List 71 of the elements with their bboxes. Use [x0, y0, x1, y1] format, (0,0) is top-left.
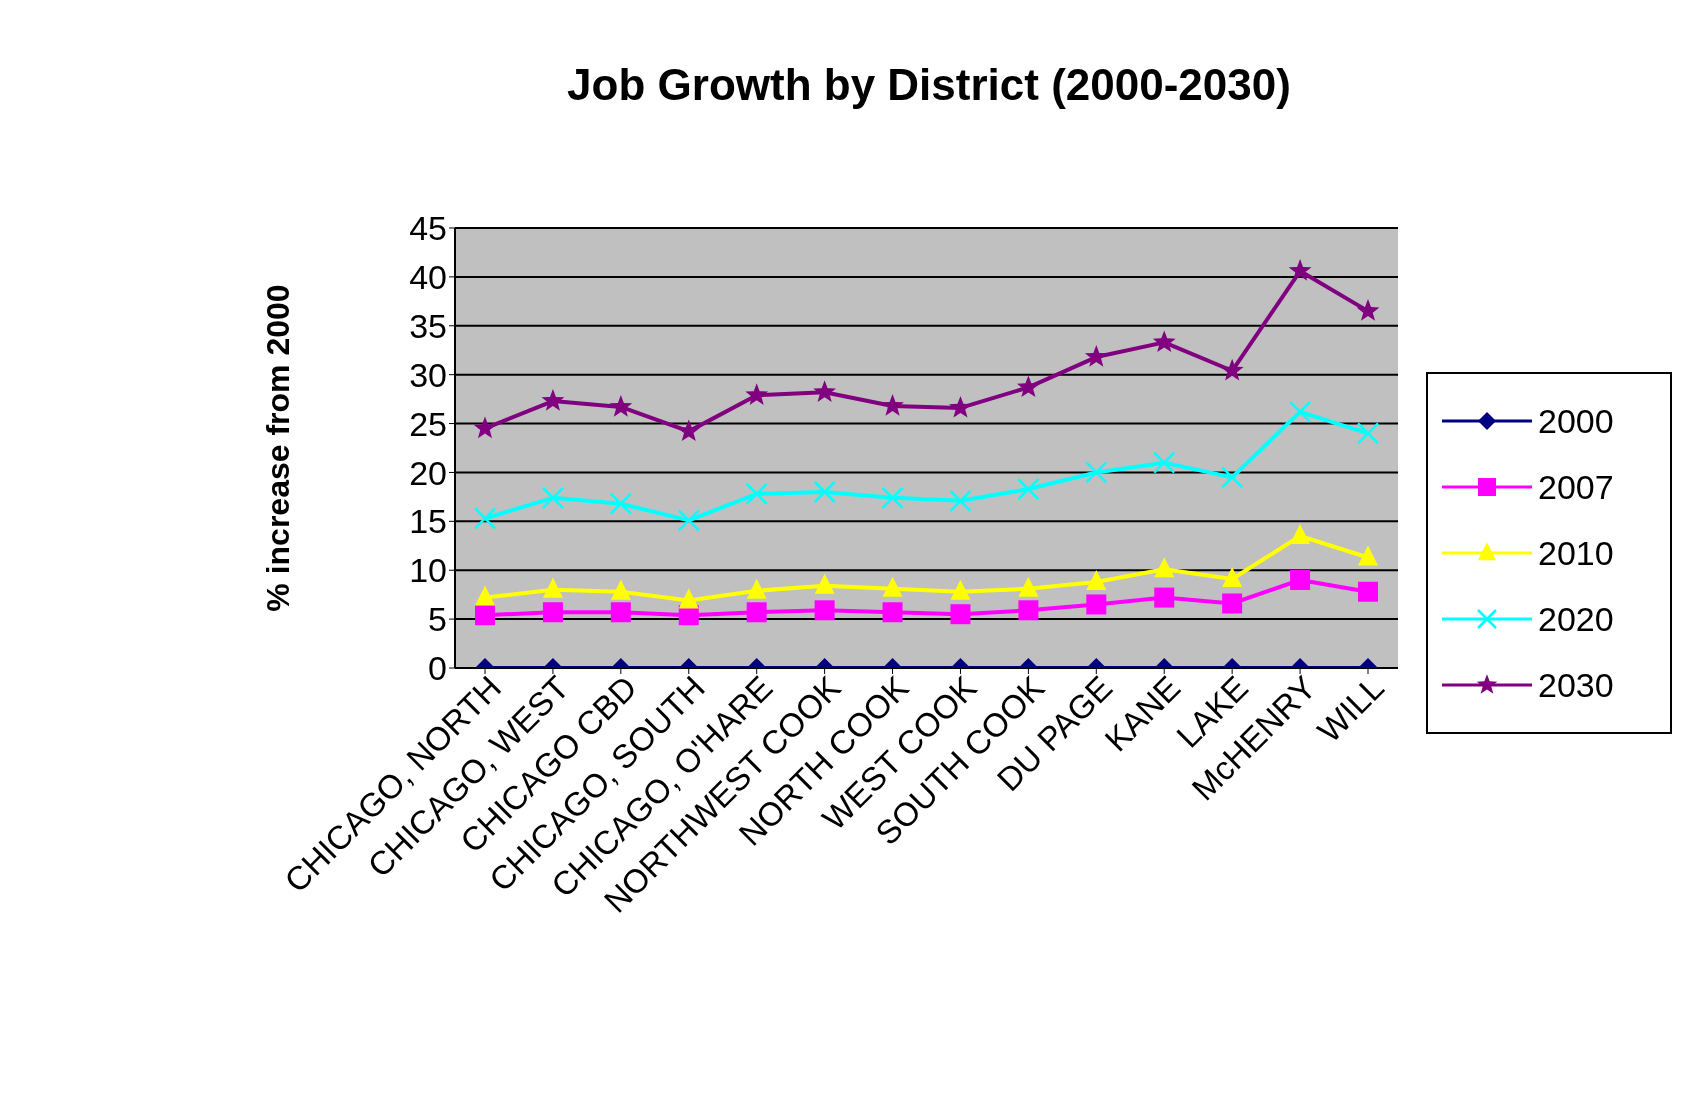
point	[610, 602, 631, 623]
y-tick-label: 35	[409, 306, 447, 345]
point	[1152, 330, 1176, 353]
point	[609, 394, 633, 417]
point	[1154, 587, 1175, 608]
point	[609, 492, 633, 515]
point	[813, 380, 837, 402]
point	[1358, 581, 1378, 602]
point	[678, 588, 699, 609]
point	[541, 389, 565, 411]
point	[1222, 567, 1243, 588]
y-tick-label: 45	[409, 209, 447, 248]
point	[746, 602, 767, 623]
y-axis-title: % increase from 2000	[260, 284, 297, 612]
y-tick-label: 5	[428, 600, 447, 639]
point	[949, 395, 972, 418]
y-tick-label: 30	[409, 355, 447, 394]
legend-label: 2010	[1538, 533, 1614, 573]
point	[745, 482, 768, 506]
point	[1085, 461, 1108, 484]
legend-label: 2020	[1538, 599, 1614, 639]
point	[1222, 593, 1243, 614]
point	[610, 579, 631, 600]
point	[677, 419, 701, 442]
point	[1152, 451, 1176, 474]
point	[1356, 299, 1380, 321]
point	[1356, 422, 1380, 445]
point	[475, 605, 495, 626]
point	[1018, 576, 1039, 597]
point	[542, 577, 563, 598]
point	[949, 489, 972, 513]
point	[882, 576, 903, 597]
point	[473, 416, 497, 439]
point	[882, 602, 903, 623]
point	[814, 573, 835, 594]
point	[1086, 569, 1107, 590]
point	[542, 602, 563, 623]
y-tick-label: 10	[409, 551, 447, 590]
point	[1016, 375, 1040, 398]
point	[881, 486, 904, 510]
point	[541, 486, 565, 510]
point	[677, 509, 701, 532]
chart-title: Job Growth by District (2000-2030)	[566, 60, 1292, 110]
point	[1018, 600, 1039, 621]
point	[473, 507, 497, 530]
y-tick-label: 40	[409, 257, 447, 296]
point	[1290, 570, 1311, 590]
point	[1086, 594, 1107, 615]
point	[746, 578, 767, 599]
point	[1288, 400, 1312, 424]
y-tick-label: 25	[409, 404, 447, 443]
point	[950, 579, 971, 600]
point	[1290, 524, 1311, 544]
point	[475, 585, 495, 606]
point	[1358, 545, 1378, 566]
point	[1220, 358, 1244, 381]
point	[814, 600, 835, 621]
point	[1220, 466, 1244, 489]
point	[1154, 557, 1175, 578]
point	[881, 393, 904, 416]
y-tick-label: 15	[409, 502, 447, 541]
point	[745, 383, 769, 405]
point	[1288, 259, 1312, 281]
legend-label: 2030	[1538, 665, 1614, 705]
legend-label: 2000	[1538, 401, 1614, 441]
point	[1017, 477, 1040, 501]
legend-label: 2007	[1538, 467, 1614, 507]
point	[950, 604, 971, 625]
y-tick-label: 20	[409, 453, 447, 492]
point	[813, 480, 836, 504]
point	[1084, 345, 1108, 367]
